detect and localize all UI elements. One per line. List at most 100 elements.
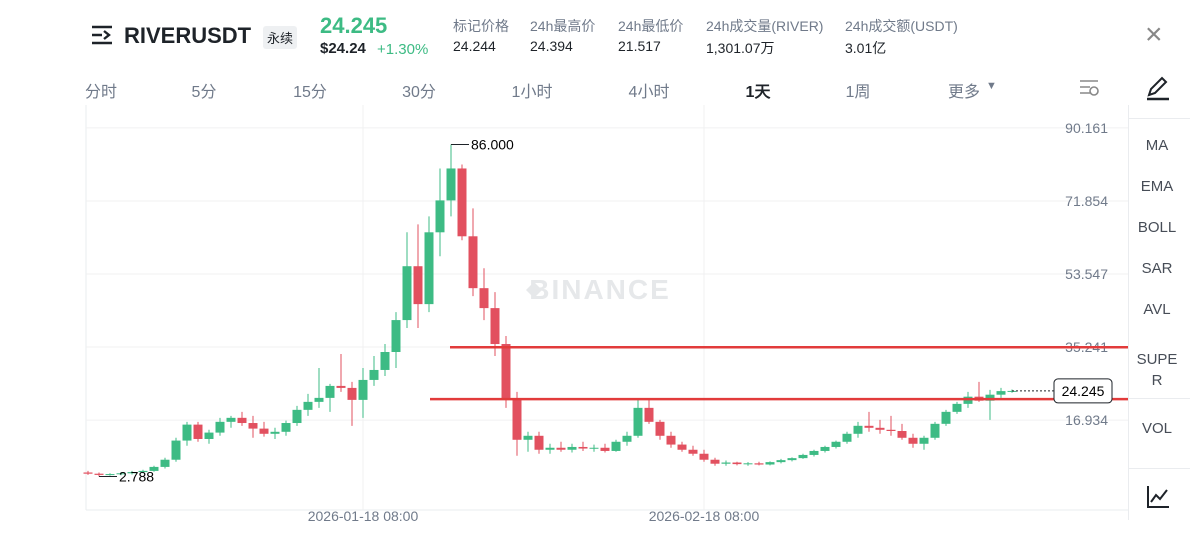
candle-body <box>864 425 874 428</box>
contract-tag: 永续 <box>263 26 298 49</box>
candle-body <box>259 428 269 434</box>
tab[interactable]: 分时 <box>84 84 118 101</box>
chart-type-icon[interactable] <box>1145 484 1171 510</box>
stat-label: 24h最高价 <box>530 18 596 34</box>
tab[interactable]: 1天 <box>745 84 771 101</box>
candle-body <box>743 463 753 465</box>
candle-body <box>578 446 588 449</box>
candle-body <box>611 441 621 451</box>
indicator[interactable]: EMA <box>1140 178 1174 195</box>
candle-body <box>633 407 643 436</box>
candle-body <box>699 453 709 460</box>
candle-body <box>776 460 786 463</box>
tab[interactable]: 5分 <box>191 84 217 101</box>
candle-body <box>116 473 126 475</box>
stat-value: 24.394 <box>530 38 573 54</box>
indicator[interactable]: SAR <box>1141 260 1173 277</box>
candle-body <box>732 462 742 465</box>
candle-body <box>347 387 357 400</box>
indicator[interactable]: VOL <box>1141 420 1172 437</box>
price: 24.245 <box>320 13 388 38</box>
chart: BINANCE16.93435.24153.54771.85490.161202… <box>83 105 1128 524</box>
candle-body <box>402 266 412 321</box>
candle-body <box>94 473 104 475</box>
candle-body <box>787 458 797 461</box>
stat-value: 1,301.07万 <box>706 40 775 56</box>
y-tick-label: 53.547 <box>1065 266 1108 282</box>
stat-label: 24h成交额(USDT) <box>845 18 958 34</box>
candle-body <box>842 433 852 442</box>
last-price-label: 24.245 <box>1062 383 1105 399</box>
candle-body <box>237 417 247 424</box>
symbol[interactable]: RIVERUSDT <box>124 23 252 48</box>
indicator[interactable]: BOLL <box>1137 219 1177 236</box>
settings-icon[interactable] <box>1078 77 1102 99</box>
candle-body <box>281 423 291 432</box>
tab[interactable]: 更多 <box>947 84 981 101</box>
candle-body <box>457 168 467 237</box>
draw-icon[interactable] <box>1145 75 1171 101</box>
candle-body <box>545 447 555 450</box>
candle-body <box>248 423 258 429</box>
candle-body <box>622 435 632 442</box>
indicator[interactable]: SUPER <box>1136 351 1178 389</box>
tab[interactable]: 1小时 <box>511 84 553 101</box>
candle-body <box>710 459 720 464</box>
candle-body <box>391 320 401 352</box>
candle-body <box>985 394 995 401</box>
candle-body <box>523 435 533 440</box>
candle-body <box>149 466 159 471</box>
panel-divider <box>1128 118 1190 119</box>
tab[interactable]: 4小时 <box>628 84 670 101</box>
stat-value: 21.517 <box>618 38 661 54</box>
candle-body <box>325 385 335 398</box>
panel-divider <box>1128 398 1190 399</box>
candle-body <box>809 450 819 455</box>
dropdown-caret: ▼ <box>986 80 997 92</box>
candle-body <box>193 424 203 439</box>
tab[interactable]: 30分 <box>402 84 436 101</box>
panel-border <box>1128 105 1129 520</box>
tab[interactable]: 15分 <box>293 84 327 101</box>
candle-body <box>83 472 93 474</box>
candle-body <box>556 447 566 450</box>
candle-body <box>446 168 456 201</box>
indicator[interactable]: AVL <box>1143 301 1171 318</box>
candle-body <box>798 454 808 459</box>
x-tick-label: 2026-02-18 08:00 <box>649 508 760 524</box>
candle-body <box>688 449 698 454</box>
stat-label: 24h成交量(RIVER) <box>706 18 824 34</box>
indicator[interactable]: MA <box>1145 137 1169 154</box>
y-tick-label: 90.161 <box>1065 120 1108 136</box>
candle-body <box>721 462 731 464</box>
candle-body <box>413 266 423 305</box>
candle-body <box>831 441 841 447</box>
watermark: BINANCE <box>529 274 671 305</box>
menu-icon[interactable] <box>90 24 114 46</box>
candle-body <box>919 437 929 444</box>
candle-body <box>336 385 346 388</box>
candle-body <box>490 308 500 345</box>
change: +1.30% <box>377 41 429 58</box>
candle-body <box>435 200 445 233</box>
close-button[interactable]: × <box>1145 18 1163 51</box>
usd-price: $24.24 <box>320 40 366 57</box>
candle-body <box>380 352 390 370</box>
candle-body <box>886 429 896 431</box>
candle-body <box>292 409 302 424</box>
candle-body <box>270 431 280 434</box>
stat-value: 24.244 <box>453 38 496 54</box>
max-label: 86.000 <box>471 137 514 153</box>
candle-body <box>303 401 313 410</box>
candle-body <box>182 424 192 441</box>
candle-body <box>908 437 918 444</box>
tab[interactable]: 1周 <box>845 84 871 101</box>
candle-body <box>369 369 379 380</box>
candle-body <box>765 462 775 465</box>
panel-divider <box>1128 468 1190 469</box>
watermark-logo <box>526 282 542 298</box>
candle-body <box>160 459 170 467</box>
candle-body <box>534 435 544 450</box>
y-tick-label: 71.854 <box>1065 193 1108 209</box>
